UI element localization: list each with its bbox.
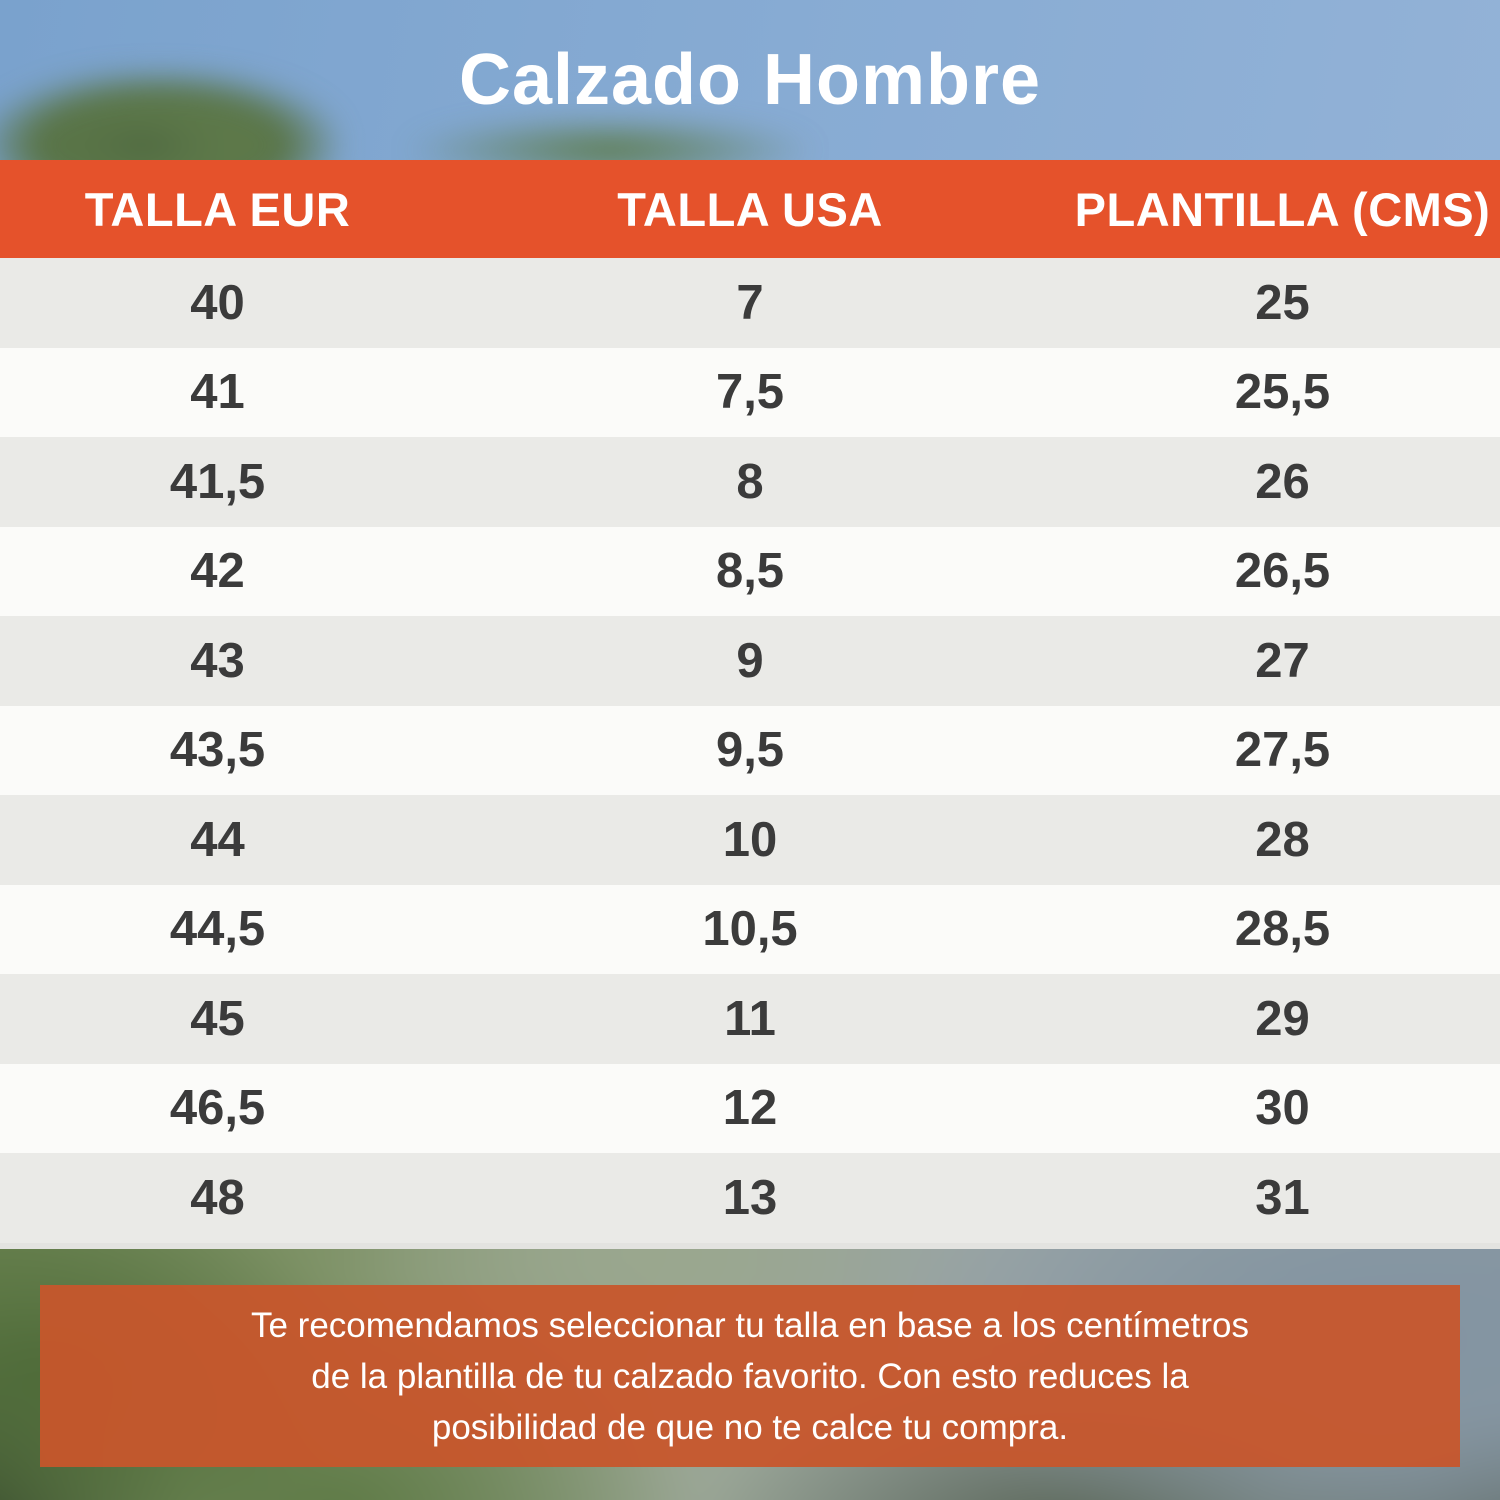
cell-plantilla-cms: 29	[1255, 991, 1310, 1046]
background-photo-sky	[0, 0, 1500, 162]
cell-talla-usa: 11	[724, 991, 776, 1046]
cell-talla-usa: 7	[736, 275, 764, 330]
tree-foliage-blur	[400, 115, 820, 162]
cell-talla-eur: 42	[190, 544, 245, 599]
note-line: Te recomendamos seleccionar tu talla en …	[250, 1305, 1249, 1345]
cell-talla-eur: 41,5	[169, 454, 266, 509]
table-row: 44 10 28	[0, 795, 1500, 885]
recommendation-note-box: Te recomendamos seleccionar tu talla en …	[40, 1285, 1460, 1467]
column-header-plantilla-cms: PLANTILLA (CMS)	[1074, 182, 1491, 236]
cell-plantilla-cms: 30	[1255, 1081, 1310, 1136]
table-row: 46,5 12 30	[0, 1063, 1500, 1153]
cell-talla-usa: 7,5	[715, 365, 785, 420]
cell-talla-eur: 46,5	[169, 1081, 266, 1136]
cell-talla-usa: 13	[722, 1170, 778, 1225]
cell-talla-eur: 40	[190, 275, 245, 330]
cell-talla-eur: 44	[190, 812, 245, 867]
cell-talla-eur: 41	[190, 365, 245, 420]
cell-talla-usa: 8,5	[715, 544, 785, 599]
cell-plantilla-cms: 26	[1255, 454, 1310, 509]
table-row: 48 13 31	[0, 1153, 1500, 1243]
cell-talla-eur: 45	[190, 991, 245, 1046]
cell-talla-eur: 43,5	[169, 723, 266, 778]
cell-plantilla-cms: 26,5	[1234, 544, 1331, 599]
table-row: 42 8,5 26,5	[0, 526, 1500, 616]
table-row: 45 11 29	[0, 974, 1500, 1064]
note-line: posibilidad de que no te calce tu compra…	[431, 1407, 1069, 1447]
tree-foliage-blur	[30, 100, 260, 162]
cell-plantilla-cms: 25	[1255, 275, 1310, 330]
cell-talla-usa: 10,5	[702, 902, 798, 957]
cell-talla-usa: 8	[736, 454, 764, 509]
note-line: de la plantilla de tu calzado favorito. …	[311, 1356, 1189, 1396]
column-header-talla-eur: TALLA EUR	[84, 182, 351, 236]
column-header-talla-usa: TALLA USA	[617, 182, 883, 236]
cell-talla-eur: 48	[190, 1170, 245, 1225]
table-row: 44,5 10,5 28,5	[0, 884, 1500, 974]
cell-plantilla-cms: 27,5	[1234, 723, 1331, 778]
page-title: Calzado Hombre	[458, 40, 1042, 120]
cell-talla-usa: 10	[722, 812, 778, 867]
size-table: TALLA EUR TALLA USA PLANTILLA (CMS) 40 7…	[0, 160, 1500, 1249]
table-row: 41 7,5 25,5	[0, 347, 1500, 437]
table-row: 41,5 8 26	[0, 437, 1500, 527]
table-row: 43 9 27	[0, 616, 1500, 706]
table-row: 43,5 9,5 27,5	[0, 705, 1500, 795]
cell-plantilla-cms: 28	[1255, 812, 1310, 867]
cell-talla-usa: 9,5	[715, 723, 785, 778]
cell-plantilla-cms: 31	[1255, 1170, 1310, 1225]
cell-talla-usa: 9	[736, 633, 764, 688]
cell-plantilla-cms: 28,5	[1234, 902, 1331, 957]
sky-blur-layer	[0, 0, 1500, 162]
table-row: 40 7 25	[0, 258, 1500, 348]
cell-plantilla-cms: 25,5	[1234, 365, 1331, 420]
cell-talla-usa: 12	[722, 1081, 778, 1136]
cell-plantilla-cms: 27	[1255, 633, 1310, 688]
cell-talla-eur: 43	[190, 633, 245, 688]
cell-talla-eur: 44,5	[169, 902, 266, 957]
table-header-row: TALLA EUR TALLA USA PLANTILLA (CMS)	[0, 160, 1500, 258]
